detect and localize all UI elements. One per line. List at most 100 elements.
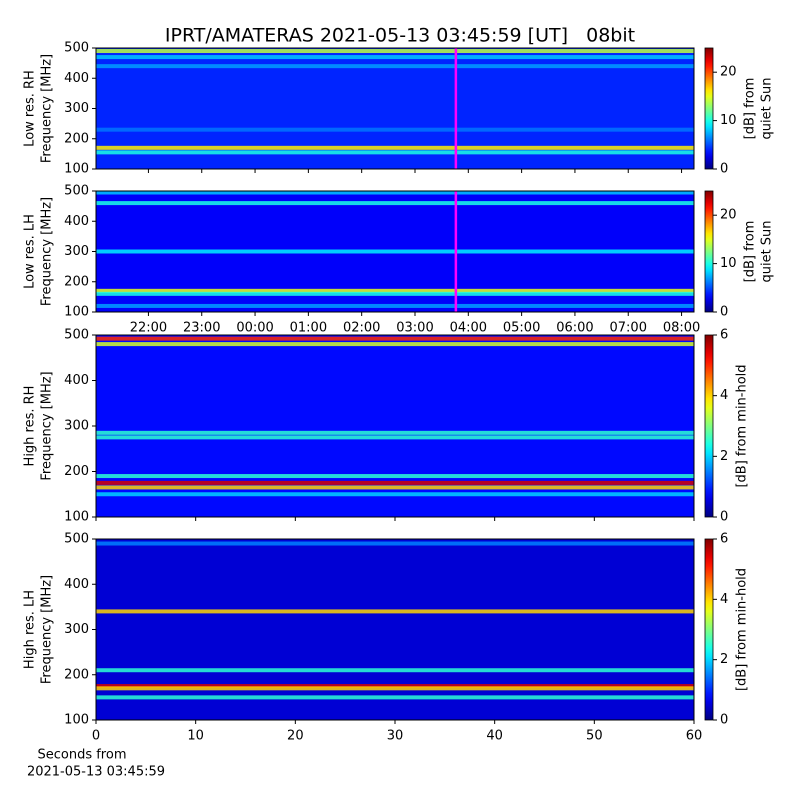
chart-title: IPRT/AMATERAS 2021-05-13 03:45:59 [UT] 0… (165, 25, 635, 47)
x-tick-label: 06:00 (556, 321, 593, 336)
colorbar-tick-label: 10 (720, 256, 737, 271)
colorbar (704, 190, 714, 313)
y-axis-label: Low res. LH (23, 214, 38, 289)
colorbar-tick-label: 2 (720, 652, 728, 667)
emission-band (96, 249, 694, 254)
y-tick-label: 100 (64, 305, 89, 320)
y-axis-label: High res. LH (23, 590, 38, 669)
x-tick-label: 50 (586, 729, 603, 744)
x-tick-label: 07:00 (610, 321, 647, 336)
spectrogram-background (96, 539, 694, 720)
y-axis-label: High res. RH (23, 386, 38, 467)
emission-band (96, 609, 694, 614)
y-tick-label: 200 (64, 464, 89, 479)
y-tick-label: 400 (64, 71, 89, 86)
x-tick-label: 30 (387, 729, 404, 744)
colorbar-tick-label: 4 (720, 592, 728, 607)
emission-band (96, 686, 694, 691)
emission-band (96, 201, 694, 206)
x-axis-label: Seconds from (37, 748, 126, 763)
emission-band (96, 150, 694, 155)
emission-band (96, 291, 694, 296)
spectrogram-background (96, 335, 694, 517)
colorbar-tick-label: 20 (720, 208, 737, 223)
y-tick-label: 100 (64, 162, 89, 177)
y-axis-label: Frequency [MHz] (40, 371, 55, 480)
colorbar-label: [dB] from (743, 78, 758, 140)
colorbar-tick-label: 20 (720, 65, 737, 80)
x-tick-label: 20 (287, 729, 304, 744)
y-axis-label: Frequency [MHz] (40, 575, 55, 684)
y-tick-label: 200 (64, 667, 89, 682)
emission-band (96, 55, 694, 60)
colorbar-tick-label: 0 (720, 162, 728, 177)
y-axis-label: Low res. RH (23, 70, 38, 147)
colorbar-tick-label: 4 (720, 388, 728, 403)
colorbar (704, 47, 714, 170)
y-tick-label: 100 (64, 713, 89, 728)
y-tick-label: 500 (64, 532, 89, 547)
x-tick-label: 05:00 (503, 321, 540, 336)
x-tick-label: 60 (686, 729, 703, 744)
emission-band (96, 480, 694, 485)
colorbar (704, 538, 714, 721)
emission-band (96, 492, 694, 497)
colorbar-tick-label: 6 (720, 532, 728, 547)
emission-band (96, 485, 694, 490)
colorbar-tick-label: 0 (720, 510, 728, 525)
y-tick-label: 200 (64, 274, 89, 289)
x-tick-label: 01:00 (290, 321, 327, 336)
y-tick-label: 300 (64, 419, 89, 434)
y-axis-label: Frequency [MHz] (40, 54, 55, 163)
emission-band (96, 695, 694, 700)
x-axis-label: 2021-05-13 03:45:59 (27, 765, 165, 780)
colorbar-label: quiet Sun (760, 77, 775, 139)
emission-band (96, 145, 694, 150)
emission-band (96, 435, 694, 440)
colorbar-tick-label: 10 (720, 113, 737, 128)
colorbar-tick-label: 0 (720, 305, 728, 320)
y-tick-label: 300 (64, 622, 89, 637)
x-tick-label: 02:00 (343, 321, 380, 336)
y-tick-label: 500 (64, 41, 89, 56)
x-tick-label: 22:00 (130, 321, 167, 336)
x-tick-label: 03:00 (396, 321, 433, 336)
x-tick-label: 00:00 (236, 321, 273, 336)
y-axis-label: Frequency [MHz] (40, 197, 55, 306)
emission-band (96, 303, 694, 308)
emission-band (96, 668, 694, 673)
emission-band (96, 430, 694, 435)
y-tick-label: 100 (64, 510, 89, 525)
emission-band (96, 49, 694, 54)
colorbar-tick-label: 2 (720, 449, 728, 464)
x-tick-label: 40 (486, 729, 503, 744)
colorbar-label: quiet Sun (760, 220, 775, 282)
y-tick-label: 500 (64, 184, 89, 199)
emission-band (96, 684, 694, 689)
emission-band (96, 474, 694, 479)
emission-band (96, 64, 694, 69)
emission-band (96, 288, 694, 293)
emission-band (96, 541, 694, 546)
colorbar-tick-label: 6 (720, 328, 728, 343)
y-tick-label: 400 (64, 373, 89, 388)
emission-band (96, 190, 694, 195)
emission-band (96, 127, 694, 132)
colorbar-label: [dB] from min-hold (735, 364, 750, 487)
y-tick-label: 400 (64, 577, 89, 592)
y-tick-label: 500 (64, 328, 89, 343)
colorbar (704, 334, 714, 518)
colorbar-tick-label: 0 (720, 713, 728, 728)
y-tick-label: 300 (64, 101, 89, 116)
x-tick-label: 04:00 (450, 321, 487, 336)
emission-band (96, 336, 694, 341)
x-tick-label: 23:00 (183, 321, 220, 336)
y-tick-label: 300 (64, 244, 89, 259)
colorbar-label: [dB] from min-hold (735, 568, 750, 691)
x-tick-label: 0 (92, 729, 100, 744)
emission-band (96, 342, 694, 347)
y-tick-label: 400 (64, 214, 89, 229)
y-tick-label: 200 (64, 131, 89, 146)
x-tick-label: 08:00 (663, 321, 700, 336)
